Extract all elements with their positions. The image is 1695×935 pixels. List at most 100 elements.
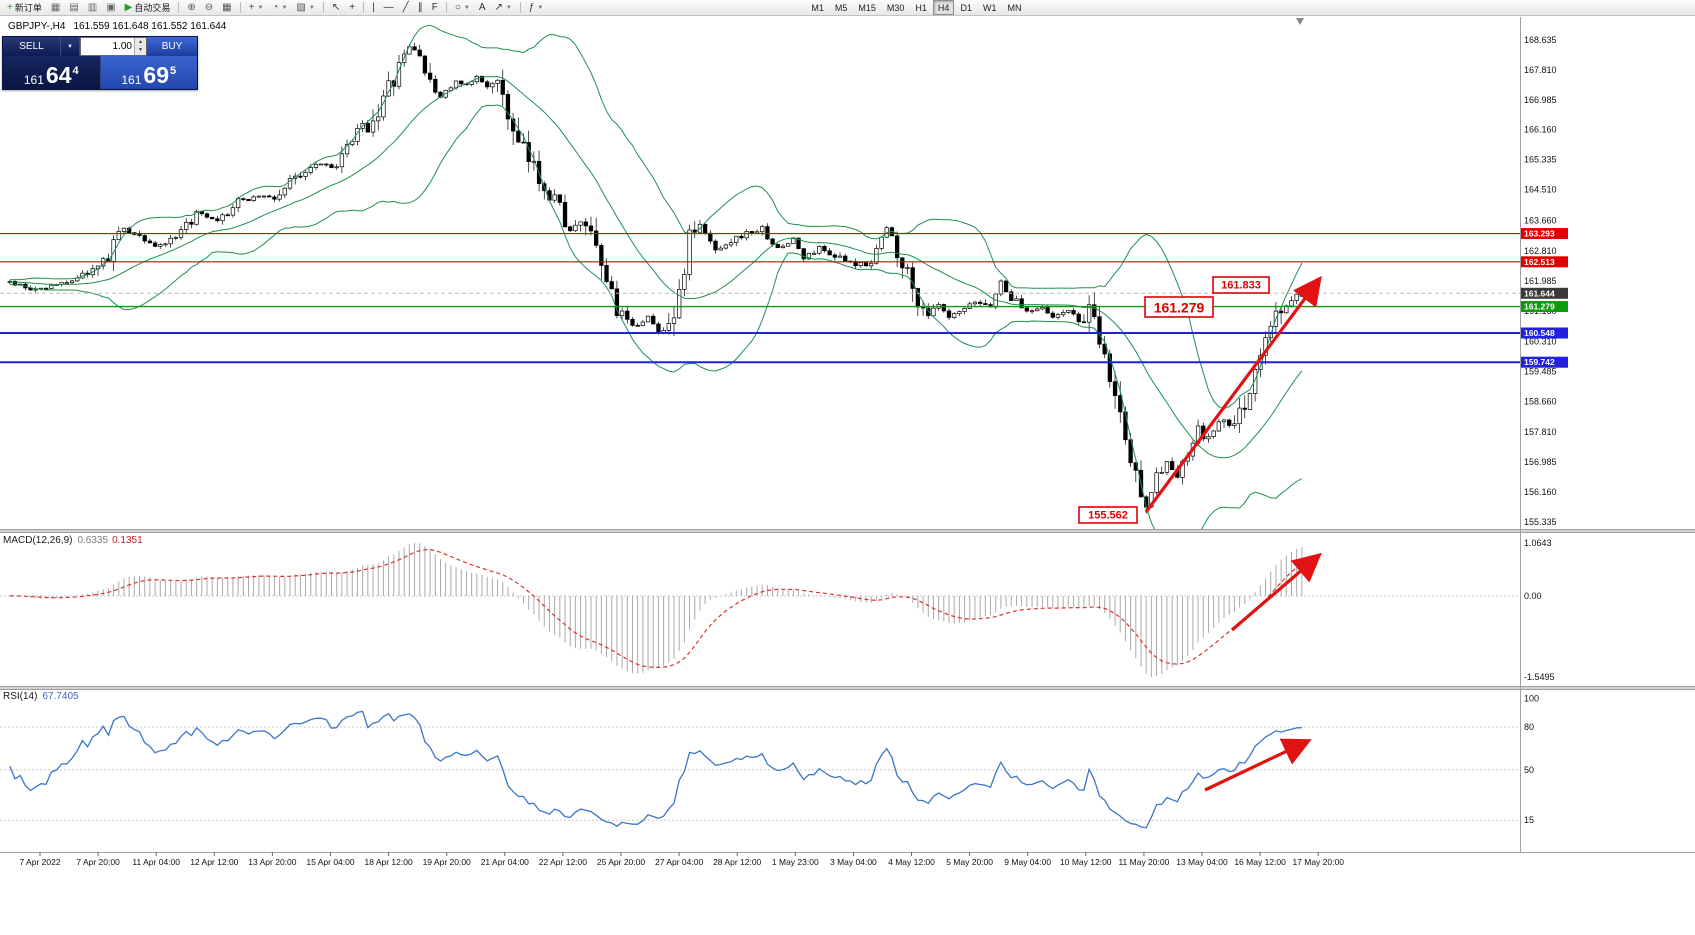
- navigator-icon[interactable]: ▥: [84, 0, 101, 16]
- buy-price-base: 161: [121, 73, 142, 87]
- price-tag-161.279: [1521, 301, 1568, 313]
- svg-text:155.335: 155.335: [1524, 517, 1557, 527]
- templates-icon[interactable]: ▨ ▼: [292, 0, 318, 16]
- timeframe-w1-button[interactable]: W1: [982, 2, 997, 13]
- shapes-icon-dropdown[interactable]: ▼: [463, 4, 470, 11]
- svg-text:158.660: 158.660: [1524, 396, 1557, 406]
- rsi-panel: [0, 710, 1520, 829]
- timeframe-d1-button[interactable]: D1: [960, 2, 972, 13]
- horizontal-line-icon[interactable]: —: [380, 0, 398, 16]
- zoom-in-icon[interactable]: ⊕: [183, 0, 199, 16]
- svg-text:18 Apr 12:00: 18 Apr 12:00: [364, 857, 412, 867]
- sell-button[interactable]: SELL: [3, 37, 61, 56]
- vertical-line-icon[interactable]: |: [368, 0, 379, 16]
- fibonacci-icon[interactable]: F: [428, 0, 442, 16]
- macd-trend-arrow[interactable]: [1230, 552, 1322, 632]
- terminal-icon[interactable]: ▣: [102, 0, 119, 16]
- price-tag-162.513: [1521, 256, 1568, 268]
- timeframe-m15-button[interactable]: M15: [858, 2, 876, 13]
- new-order-button-label: 新订单: [14, 3, 42, 13]
- svg-text:162.810: 162.810: [1524, 246, 1557, 256]
- arrows-icon[interactable]: ↗ ▼: [490, 0, 515, 16]
- new-chart-icon-glyph: +: [248, 1, 255, 13]
- market-watch-icon[interactable]: ▦: [47, 0, 64, 16]
- cursor-icon[interactable]: ↖: [328, 0, 344, 16]
- timeframe-h4-button[interactable]: H4: [932, 0, 955, 15]
- toolbar-separator: [363, 2, 365, 13]
- macd-indicator-label: MACD(12,26,9) 0.6335 0.1351: [3, 535, 143, 546]
- svg-text:15: 15: [1524, 815, 1534, 825]
- shapes-icon[interactable]: ○ ▼: [451, 0, 474, 16]
- new-chart-icon[interactable]: + ▼: [245, 0, 268, 16]
- svg-text:163.660: 163.660: [1524, 215, 1557, 225]
- price-tag-161.644: [1521, 287, 1568, 299]
- timeframe-m1-button[interactable]: M1: [811, 2, 824, 13]
- toolbar-separator: [322, 2, 324, 13]
- svg-text:9 May 04:00: 9 May 04:00: [1004, 857, 1051, 867]
- timeframe-m30-button[interactable]: M30: [886, 2, 905, 13]
- price-trend-arrow[interactable]: [1144, 275, 1322, 513]
- arrows-icon-glyph: ↗: [494, 1, 503, 13]
- new-order-button[interactable]: + 新订单: [3, 0, 46, 16]
- price-label-161279[interactable]: [1144, 296, 1214, 318]
- volume-up-button[interactable]: ▲: [135, 38, 146, 47]
- svg-text:156.160: 156.160: [1524, 487, 1557, 497]
- svg-text:162.513: 162.513: [1524, 257, 1555, 267]
- svg-text:10 May 12:00: 10 May 12:00: [1060, 857, 1112, 867]
- buy-price-pips: 69: [143, 62, 169, 89]
- text-icon[interactable]: A: [475, 0, 490, 16]
- buy-price-display[interactable]: 161 69 5: [100, 56, 197, 89]
- svg-text:19 Apr 20:00: 19 Apr 20:00: [423, 857, 471, 867]
- svg-text:156.985: 156.985: [1524, 457, 1557, 467]
- auto-trading-button[interactable]: ▶ 自动交易: [121, 0, 175, 16]
- periods-icon-dropdown[interactable]: ▼: [281, 4, 288, 11]
- buy-button[interactable]: BUY: [147, 37, 197, 56]
- price-label-155562[interactable]: [1078, 506, 1138, 524]
- svg-text:11 Apr 04:00: 11 Apr 04:00: [132, 857, 180, 867]
- data-window-icon[interactable]: ▤: [65, 0, 82, 16]
- price-chart-layer: [0, 24, 1520, 529]
- indicators-icon[interactable]: ƒ ▼: [525, 0, 548, 16]
- toolbar-items: + 新订单 ▦ ▤ ▥ ▣ ▶ 自动交易 ⊕ ⊖ ▦ + ▼ ◔ ▼ ▨ ▼ ↖ + | — ╱ ∥ F ○ ▼ A ↗ ▼ ƒ ▼: [3, 0, 547, 16]
- volume-down-button[interactable]: ▼: [135, 46, 146, 55]
- svg-text:159.485: 159.485: [1524, 367, 1557, 377]
- svg-text:22 Apr 12:00: 22 Apr 12:00: [539, 857, 587, 867]
- sell-price-point: 4: [72, 65, 79, 77]
- buy-price-point: 5: [170, 65, 177, 77]
- templates-icon-glyph: ▨: [296, 1, 306, 13]
- macd-main-value: 0.6335: [77, 535, 109, 546]
- macd-rsi-splitter[interactable]: [0, 686, 1695, 690]
- templates-icon-dropdown[interactable]: ▼: [308, 4, 315, 11]
- svg-text:163.293: 163.293: [1524, 229, 1555, 239]
- svg-text:100: 100: [1524, 693, 1539, 703]
- svg-text:11 May 20:00: 11 May 20:00: [1118, 857, 1169, 867]
- svg-text:161.644: 161.644: [1524, 288, 1555, 298]
- crosshair-icon[interactable]: +: [345, 0, 359, 16]
- trendline-icon[interactable]: ╱: [399, 0, 413, 16]
- timeframe-m5-button[interactable]: M5: [834, 2, 848, 13]
- data-window-icon-glyph: ▤: [69, 1, 79, 13]
- channel-icon[interactable]: ∥: [414, 0, 427, 16]
- periods-icon[interactable]: ◔ ▼: [268, 0, 291, 16]
- new-chart-icon-dropdown[interactable]: ▼: [257, 4, 264, 11]
- timeframe-mn-button[interactable]: MN: [1007, 2, 1022, 13]
- main-macd-splitter[interactable]: [0, 529, 1695, 533]
- price-label-161833[interactable]: [1212, 276, 1270, 294]
- zoom-out-icon[interactable]: ⊖: [201, 0, 217, 16]
- rsi-trend-arrow[interactable]: [1204, 738, 1312, 792]
- volume-input[interactable]: [80, 38, 134, 55]
- price-axis[interactable]: 168.635 167.810 166.985 166.160 165.335 164.5…: [1521, 35, 1568, 527]
- tile-windows-icon[interactable]: ▦: [218, 0, 235, 16]
- indicators-icon-dropdown[interactable]: ▼: [537, 4, 544, 11]
- timeframe-h1-button[interactable]: H1: [915, 2, 927, 13]
- svg-text:166.985: 166.985: [1524, 95, 1557, 105]
- order-options-dropdown[interactable]: ▼: [61, 37, 80, 56]
- sell-price-display[interactable]: 161 64 4: [3, 56, 101, 89]
- arrows-icon-dropdown[interactable]: ▼: [505, 4, 512, 11]
- chart-shift-marker[interactable]: [1296, 18, 1304, 25]
- time-axis[interactable]: 7 Apr 2022 7 Apr 20:00 11 Apr 04:00 12 Apr …: [19, 852, 1344, 867]
- svg-text:161.985: 161.985: [1524, 276, 1557, 286]
